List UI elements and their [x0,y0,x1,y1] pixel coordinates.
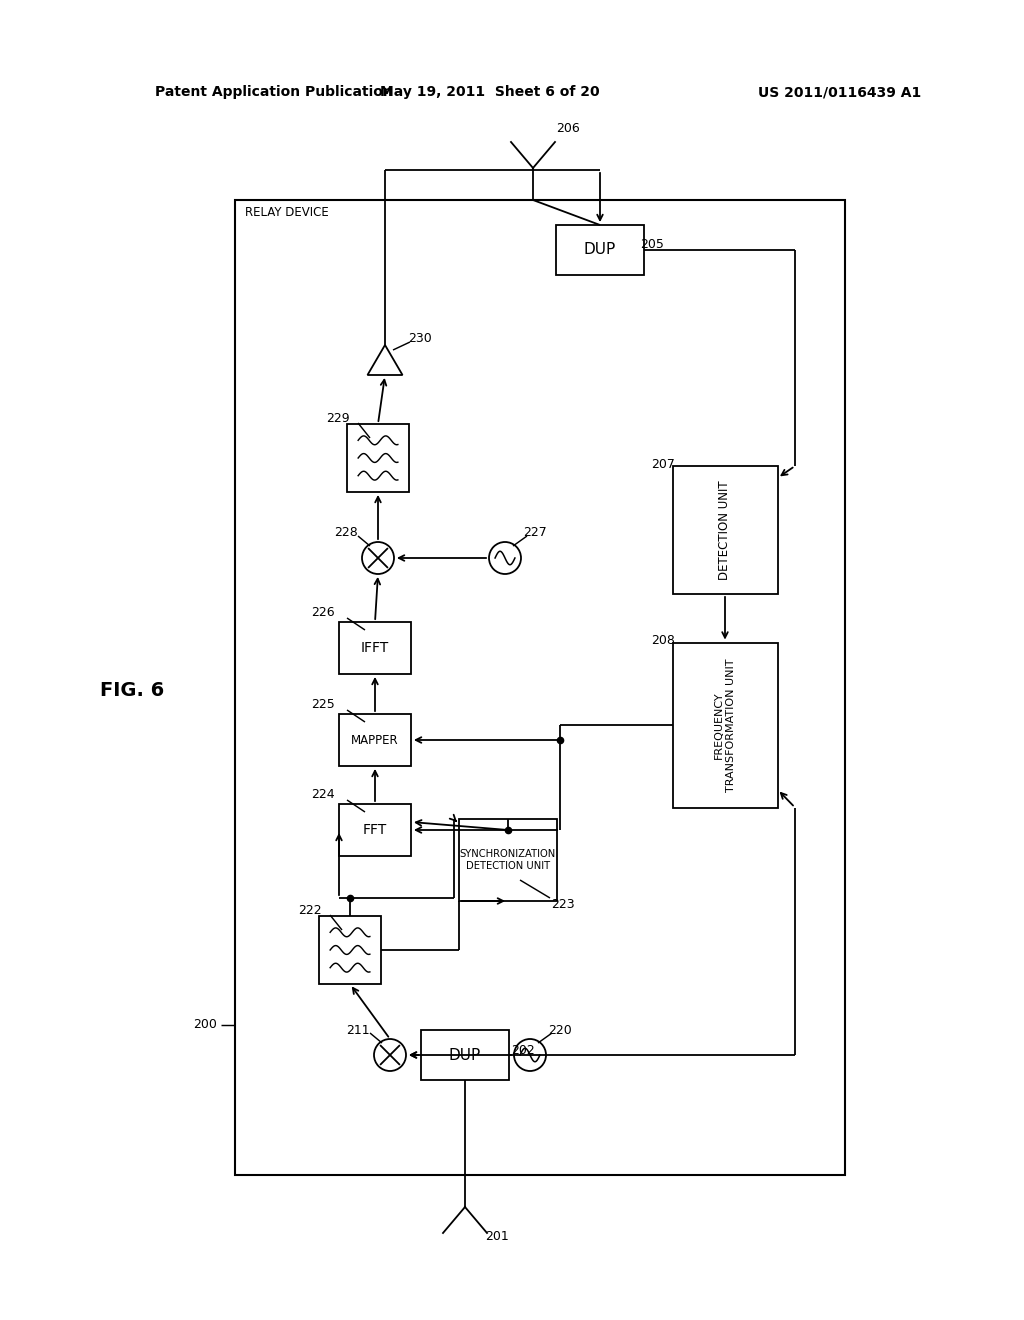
Bar [421,1030,509,1080]
Text: 229: 229 [327,412,350,425]
Bar [319,916,381,983]
Bar [347,424,409,492]
Text: 207: 207 [651,458,675,471]
Text: 230: 230 [409,331,432,345]
Text: RELAY DEVICE: RELAY DEVICE [245,206,329,219]
Text: FFT: FFT [362,822,387,837]
Text: 228: 228 [334,527,358,540]
Circle shape [489,543,521,574]
Text: 222: 222 [298,903,322,916]
Polygon shape [368,345,402,375]
Text: 223: 223 [551,899,574,912]
Circle shape [362,543,394,574]
Text: DUP: DUP [449,1048,481,1063]
Text: 201: 201 [485,1230,509,1243]
Bar [673,466,777,594]
Text: 220: 220 [548,1023,571,1036]
Text: DETECTION UNIT: DETECTION UNIT [719,480,731,579]
Bar [673,643,777,808]
Circle shape [374,1039,406,1071]
Circle shape [514,1039,546,1071]
Text: May 19, 2011  Sheet 6 of 20: May 19, 2011 Sheet 6 of 20 [380,84,600,99]
Bar [234,201,845,1175]
Bar [339,804,411,855]
Text: 224: 224 [311,788,335,801]
Bar [339,622,411,675]
Text: 205: 205 [640,239,664,252]
Text: 206: 206 [556,121,580,135]
Text: MAPPER: MAPPER [351,734,398,747]
Text: FIG. 6: FIG. 6 [100,681,164,700]
Text: IFFT: IFFT [360,642,389,655]
Text: FREQUENCY
TRANSFORMATION UNIT: FREQUENCY TRANSFORMATION UNIT [714,659,736,792]
Text: DUP: DUP [584,243,616,257]
Text: Patent Application Publication: Patent Application Publication [155,84,393,99]
Text: 202: 202 [511,1044,535,1056]
Text: 227: 227 [523,527,547,540]
Text: US 2011/0116439 A1: US 2011/0116439 A1 [759,84,922,99]
Text: 211: 211 [346,1023,370,1036]
Text: 200: 200 [194,1019,217,1031]
Text: 225: 225 [311,698,335,711]
Bar [556,224,644,275]
Text: 208: 208 [651,634,675,647]
Bar [339,714,411,766]
Text: SYNCHRONIZATION
DETECTION UNIT: SYNCHRONIZATION DETECTION UNIT [460,849,556,871]
Bar [459,818,557,902]
Text: 226: 226 [311,606,335,619]
